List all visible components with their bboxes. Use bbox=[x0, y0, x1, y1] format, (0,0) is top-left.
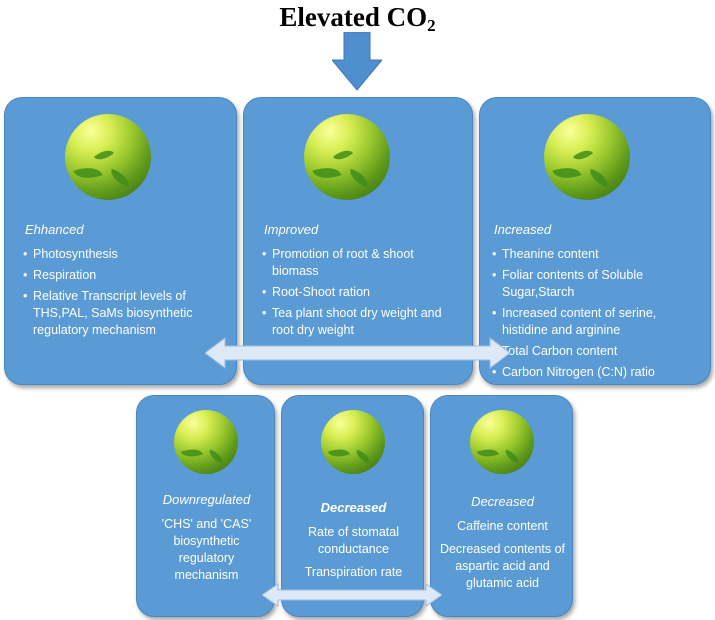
text-line: 'CHS' and 'CAS' biosynthetic regulatory … bbox=[161, 517, 252, 582]
top-box-list: Theanine content Foliar contents of Solu… bbox=[492, 246, 704, 385]
list-item: Carbon Nitrogen (C:N) ratio bbox=[492, 364, 704, 381]
top-box-heading: Increased bbox=[494, 222, 552, 237]
tea-leaf-photo-icon bbox=[65, 114, 151, 200]
bottom-box-text: Caffeine content Decreased contents of a… bbox=[439, 518, 566, 598]
title-subscript: 2 bbox=[427, 16, 436, 35]
tea-leaf-photo-icon bbox=[321, 410, 385, 474]
list-item: Relative Transcript levels of THS,PAL, S… bbox=[23, 288, 228, 339]
bottom-box-downregulated: Downregulated 'CHS' and 'CAS' biosynthet… bbox=[136, 395, 275, 617]
bottom-box-heading: Decreased bbox=[471, 494, 534, 509]
bottom-box-heading: Decreased bbox=[320, 500, 387, 515]
list-item: Respiration bbox=[23, 267, 228, 284]
down-arrow-icon bbox=[332, 32, 382, 91]
list-item: Foliar contents of Soluble Sugar,Starch bbox=[492, 267, 704, 301]
bottom-box-text: Rate of stomatal conductance Transpirati… bbox=[290, 524, 417, 587]
top-box-increased: Increased Theanine content Foliar conten… bbox=[479, 97, 711, 385]
text-line: Caffeine content bbox=[457, 519, 548, 533]
tea-leaf-photo-icon bbox=[470, 410, 534, 474]
text-line: Rate of stomatal conductance bbox=[307, 525, 399, 556]
list-item: Total Carbon content bbox=[492, 343, 704, 360]
bottom-box-heading: Downregulated bbox=[162, 492, 251, 507]
list-item: Tea plant shoot dry weight and root dry … bbox=[262, 305, 462, 339]
text-line: Transpiration rate bbox=[304, 565, 403, 579]
bottom-box-decreased-caffeine: Decreased Caffeine content Decreased con… bbox=[430, 395, 573, 617]
tea-leaf-photo-icon bbox=[544, 114, 630, 200]
list-item: Photosynthesis bbox=[23, 246, 228, 263]
top-box-heading: Improved bbox=[264, 222, 319, 237]
double-arrow-icon bbox=[262, 583, 442, 607]
top-box-list: Photosynthesis Respiration Relative Tran… bbox=[23, 246, 228, 343]
list-item: Root-Shoot ration bbox=[262, 284, 462, 301]
tea-leaf-photo-icon bbox=[304, 114, 390, 200]
list-item: Increased content of serine, histidine a… bbox=[492, 305, 704, 339]
diagram-title: Elevated CO2 bbox=[0, 2, 715, 36]
top-box-heading: Ehhanced bbox=[25, 222, 84, 237]
text-line: Decreased contents of aspartic acid and … bbox=[439, 542, 566, 590]
list-item: Theanine content bbox=[492, 246, 704, 263]
title-main: Elevated CO bbox=[279, 2, 428, 32]
top-box-enhanced: Ehhanced Photosynthesis Respiration Rela… bbox=[4, 97, 237, 385]
bottom-box-decreased-stomatal: Decreased Rate of stomatal conductance T… bbox=[281, 395, 424, 617]
double-arrow-icon bbox=[205, 337, 510, 369]
tea-leaf-photo-icon bbox=[174, 410, 238, 474]
top-box-improved: Improved Promotion of root & shoot bioma… bbox=[243, 97, 473, 385]
list-item: Promotion of root & shoot biomass bbox=[262, 246, 462, 280]
top-box-list: Promotion of root & shoot biomass Root-S… bbox=[262, 246, 462, 343]
bottom-box-text: 'CHS' and 'CAS' biosynthetic regulatory … bbox=[147, 516, 266, 590]
